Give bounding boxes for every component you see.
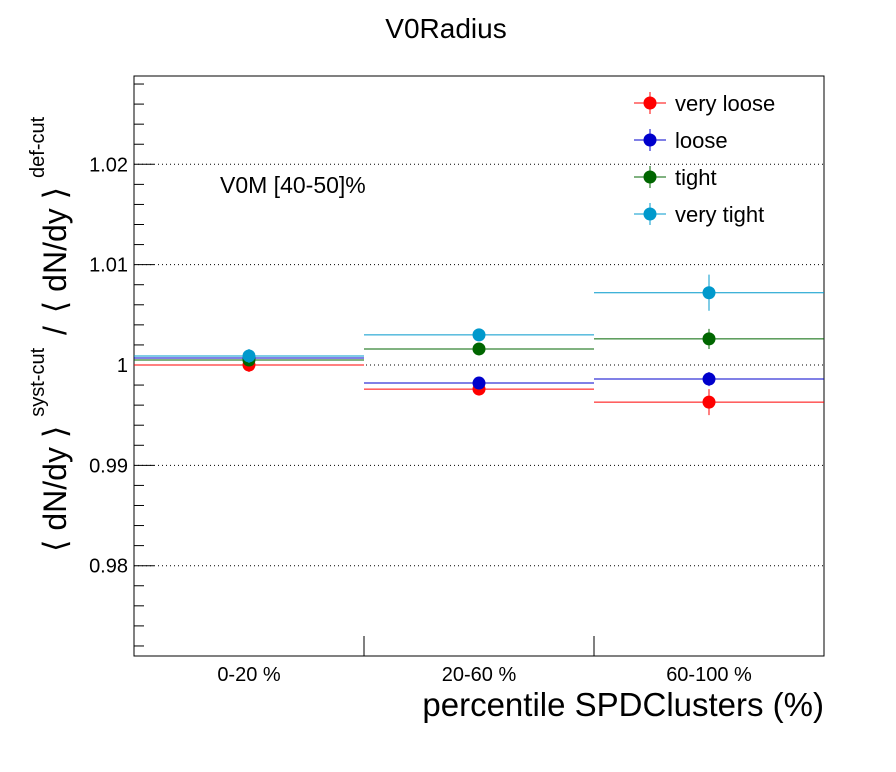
data-point (702, 395, 716, 409)
data-marks (134, 274, 824, 416)
legend-entry: tight (634, 165, 717, 190)
data-point (472, 376, 486, 390)
legend-label: tight (675, 165, 717, 190)
legend-marker (643, 207, 657, 221)
data-point (702, 372, 716, 386)
data-point (242, 349, 256, 363)
y-tick-label: 0.99 (89, 455, 128, 477)
legend-label: very tight (675, 202, 764, 227)
x-tick-label: 20-60 % (442, 664, 517, 686)
series-group (134, 274, 824, 363)
chart-title: V0Radius (385, 13, 506, 44)
legend-label: very loose (675, 91, 775, 116)
y-tick-label: 1 (117, 355, 128, 377)
y-tick-label: 0.98 (89, 556, 128, 578)
legend-entry: very loose (634, 91, 775, 116)
data-point (472, 328, 486, 342)
legend: very loose loose tight very tight (634, 91, 775, 227)
x-axis-title: percentile SPDClusters (%) (422, 686, 824, 723)
legend-label: loose (675, 128, 728, 153)
plot-area (133, 75, 825, 657)
annotation-label: V0M [40-50]% (220, 172, 366, 198)
data-point (472, 342, 486, 356)
legend-entry: loose (634, 128, 728, 153)
x-tick-label: 60-100 % (666, 664, 752, 686)
data-point (702, 286, 716, 300)
legend-marker (643, 170, 657, 184)
y-title-numerator-sup: syst-cut (27, 347, 49, 416)
y-tick-label: 1.02 (89, 154, 128, 176)
series-group (134, 351, 824, 390)
legend-marker (643, 96, 657, 110)
y-axis: 0.98 0.99 1 1.01 1.02 (89, 83, 154, 647)
y-title-denominator-sup: def-cut (27, 116, 49, 178)
y-axis-title: ⟨ dN/dy ⟩ syst-cut / ⟨ dN/dy ⟩ def-cut (15, 116, 73, 552)
legend-marker (643, 133, 657, 147)
data-point (702, 332, 716, 346)
y-title-numerator: ⟨ dN/dy ⟩ (37, 426, 73, 552)
plot-frame (133, 75, 825, 657)
x-axis: 0-20 % 20-60 % 60-100 % (217, 636, 752, 686)
y-tick-label: 1.01 (89, 255, 128, 277)
y-title-slash: / (37, 326, 73, 335)
y-title-denominator: ⟨ dN/dy ⟩ (37, 187, 73, 313)
x-tick-label: 0-20 % (217, 664, 281, 686)
legend-entry: very tight (634, 202, 764, 227)
grid-lines (134, 163, 824, 567)
svg-text:⟨ dN/dy ⟩ syst-cut: ⟨ dN/dy ⟩ syst-cut / ⟨ dN/dy ⟩ def-cut (15, 116, 73, 552)
